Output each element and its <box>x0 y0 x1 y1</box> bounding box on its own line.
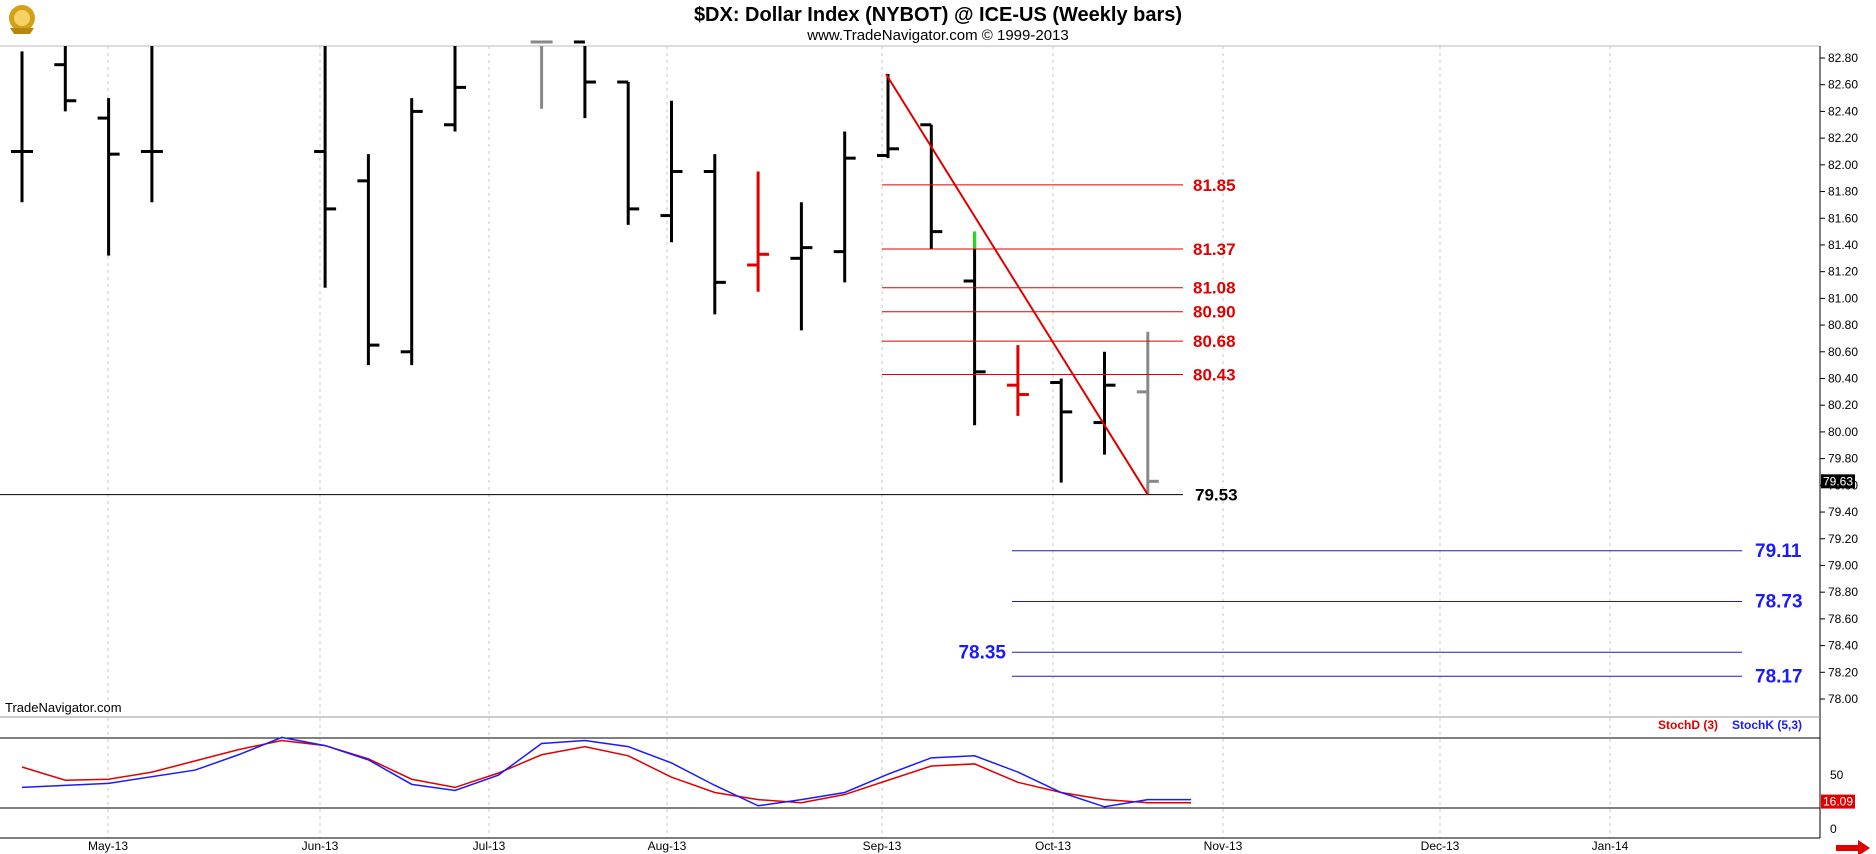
fib-level-label: 80.68 <box>1193 332 1236 351</box>
x-axis-label: Nov-13 <box>1204 839 1243 853</box>
price-tick-label: 79.20 <box>1828 532 1858 546</box>
stoch-tick-label: 50 <box>1830 768 1844 782</box>
stoch-d-line <box>21 739 1192 804</box>
price-tick-label: 82.80 <box>1828 51 1858 65</box>
fib-level-label: 80.43 <box>1193 365 1236 384</box>
target-label: 79.11 <box>1755 541 1802 562</box>
last-price-label: 79.63 <box>1823 474 1853 488</box>
target-label: 78.17 <box>1755 666 1803 687</box>
fib-level-label: 81.37 <box>1193 240 1236 259</box>
x-axis-label: Jun-13 <box>302 839 339 853</box>
x-axis-label: Jan-14 <box>1592 839 1629 853</box>
x-axis-label: May-13 <box>88 839 128 853</box>
price-tick-label: 78.80 <box>1828 585 1858 599</box>
x-axis-labels: May-13 Jun-13 Jul-13 Aug-13 Sep-13 Oct-13 Nov-… <box>0 837 1820 853</box>
last-price-badge <box>1821 474 1855 489</box>
price-tick-label: 78.60 <box>1828 612 1858 626</box>
ohlc-bars <box>11 40 1159 495</box>
stoch-tick-label: 0 <box>1830 822 1837 836</box>
price-tick-label: 81.20 <box>1828 265 1858 279</box>
tradenavigator-logo-icon <box>9 5 35 34</box>
price-tick-label: 82.20 <box>1828 131 1858 145</box>
stochk-legend: StochK (5,3) <box>1732 718 1802 732</box>
price-tick-label: 81.80 <box>1828 185 1858 199</box>
target-label: 78.73 <box>1755 592 1803 613</box>
price-tick-label: 78.20 <box>1828 665 1858 679</box>
price-tick-label: 81.60 <box>1828 211 1858 225</box>
vertical-gridlines <box>107 46 1611 838</box>
stochastic-panel: 50 0 <box>0 736 1844 836</box>
price-tick-label: 79.80 <box>1828 452 1858 466</box>
price-tick-label: 79.00 <box>1828 558 1858 572</box>
stoch-last-value-badge <box>1821 794 1855 809</box>
chart-subtitle: www.TradeNavigator.com © 1999-2013 <box>806 27 1068 44</box>
x-axis-label: Dec-13 <box>1421 839 1460 853</box>
stoch-last-value-label: 16.09 <box>1823 795 1853 809</box>
watermark-label: TradeNavigator.com <box>5 700 122 715</box>
price-level-lines: 81.85 81.37 81.08 80.90 80.68 80.43 79.53 79.11… <box>0 176 1803 687</box>
x-axis-label: Aug-13 <box>648 839 687 853</box>
red-trendline <box>885 73 1149 496</box>
x-axis-label: Sep-13 <box>863 839 902 853</box>
price-tick-label: 80.60 <box>1828 345 1858 359</box>
price-tick-label: 81.40 <box>1828 238 1858 252</box>
price-tick-label: 80.00 <box>1828 425 1858 439</box>
price-tick-label: 80.40 <box>1828 372 1858 386</box>
price-tick-label: 78.40 <box>1828 639 1858 653</box>
fib-level-label: 81.85 <box>1193 176 1236 195</box>
support-label: 79.53 <box>1195 486 1238 505</box>
fib-level-label: 80.90 <box>1193 303 1236 322</box>
price-tick-label: 82.60 <box>1828 78 1858 92</box>
price-tick-label: 79.40 <box>1828 505 1858 519</box>
stoch-k-line <box>21 736 1192 808</box>
price-tick-label: 80.20 <box>1828 398 1858 412</box>
trendline-group <box>885 73 1149 496</box>
scroll-right-arrow-icon[interactable] <box>1836 840 1870 854</box>
price-tick-label: 82.00 <box>1828 158 1858 172</box>
x-axis-label: Jul-13 <box>473 839 506 853</box>
target-label: 78.35 <box>958 642 1006 663</box>
x-axis-label: Oct-13 <box>1035 839 1071 853</box>
price-axis-ticks: 82.80 82.60 82.40 82.20 82.00 81.80 81.60 81.40… <box>1820 51 1858 706</box>
price-tick-label: 82.40 <box>1828 104 1858 118</box>
price-tick-label: 80.80 <box>1828 318 1858 332</box>
fib-level-label: 81.08 <box>1193 279 1236 298</box>
price-tick-label: 81.00 <box>1828 291 1858 305</box>
price-tick-label: 78.00 <box>1828 692 1858 706</box>
stochd-legend: StochD (3) <box>1658 718 1718 732</box>
chart-title: $DX: Dollar Index (NYBOT) @ ICE-US (Week… <box>694 4 1182 26</box>
